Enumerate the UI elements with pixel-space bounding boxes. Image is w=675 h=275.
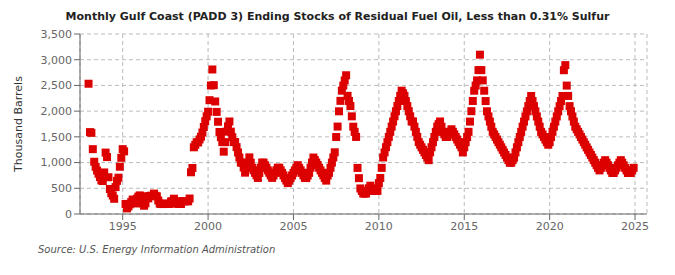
svg-text:1995: 1995: [109, 220, 137, 233]
svg-text:2,500: 2,500: [41, 79, 73, 92]
html-text:Monthly Gulf Coast (PADD 3) En: Monthly Gulf Coast (PADD 3) Ending Stock…: [65, 10, 610, 23]
svg-text:1,500: 1,500: [41, 131, 73, 144]
svg-text:1,000: 1,000: [41, 156, 73, 169]
svg-text:2,000: 2,000: [41, 105, 73, 118]
svg-text:2025: 2025: [621, 220, 649, 233]
svg-text:2010: 2010: [365, 220, 393, 233]
svg-text:2005: 2005: [279, 220, 307, 233]
svg-text:0: 0: [65, 208, 72, 221]
svg-text:500: 500: [51, 182, 72, 195]
svg-text:3,000: 3,000: [41, 54, 73, 67]
html-text:Source: U.S. Energy Informatio: Source: U.S. Energy Information Administ…: [38, 244, 276, 255]
svg-text:2000: 2000: [194, 220, 222, 233]
svg-text:3,500: 3,500: [41, 28, 73, 41]
svg-text:2020: 2020: [536, 220, 564, 233]
svg-text:2015: 2015: [450, 220, 478, 233]
svg-text:Thousand Barrels: Thousand Barrels: [12, 76, 25, 173]
